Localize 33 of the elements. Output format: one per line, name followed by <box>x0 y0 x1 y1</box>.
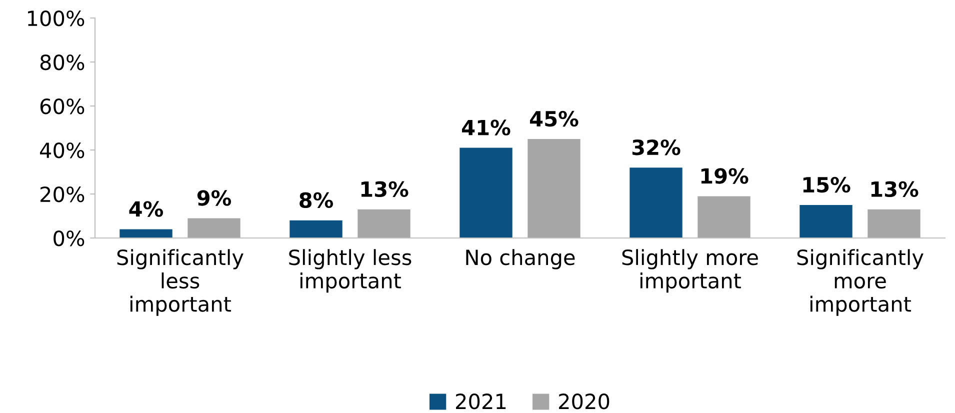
data-label: 32% <box>632 139 680 156</box>
bar <box>460 148 512 238</box>
data-label: 4% <box>129 201 164 217</box>
data-label: 45% <box>530 110 578 127</box>
data-label: 15% <box>803 176 850 193</box>
bar <box>698 196 750 238</box>
y-tick-label: 20% <box>40 186 84 202</box>
y-tick-label: 60% <box>40 98 84 114</box>
data-label: 8% <box>300 192 334 208</box>
data-label: 13% <box>871 181 918 198</box>
y-tick-label: 100% <box>28 10 84 26</box>
bar <box>290 220 342 238</box>
bar <box>528 139 580 238</box>
x-tick-label: Significantly more important <box>797 249 924 316</box>
legend-label: 2021 <box>456 394 506 410</box>
bar <box>188 218 240 238</box>
x-tick-label: No change <box>466 249 575 270</box>
legend-label: 2020 <box>559 394 610 410</box>
bar <box>120 229 172 238</box>
data-label: 9% <box>197 190 232 206</box>
y-tick-label: 80% <box>40 54 84 70</box>
x-tick-label: Significantly less important <box>117 249 244 316</box>
data-label: 41% <box>462 120 510 136</box>
x-tick-label: Slightly more important <box>622 249 758 293</box>
bar <box>800 205 852 238</box>
data-label: 19% <box>701 168 748 184</box>
bar <box>630 168 682 238</box>
bar <box>868 209 920 238</box>
x-tick-label: Slightly less important <box>289 249 412 293</box>
bar <box>358 209 410 238</box>
y-tick-label: 0% <box>54 230 84 246</box>
data-label: 13% <box>361 181 408 198</box>
y-tick-label: 40% <box>40 142 84 158</box>
